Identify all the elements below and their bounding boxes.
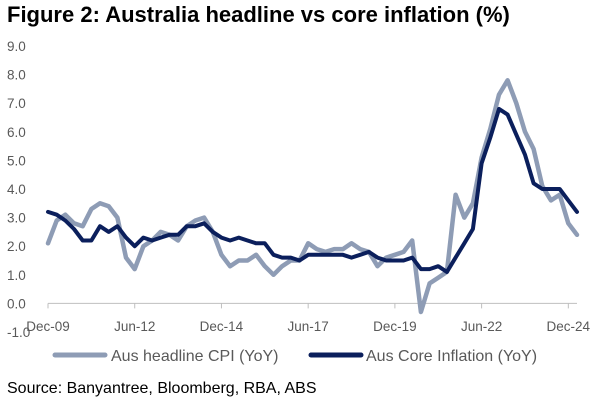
y-tick-label: 1.0 xyxy=(7,268,26,283)
y-tick-label: 9.0 xyxy=(7,39,26,54)
y-tick-label: 2.0 xyxy=(7,239,26,254)
line-chart: -1.0 0.0 1.0 2.0 3.0 4.0 5.0 6.0 7.0 8.0 9.0 Dec-0… xyxy=(7,39,591,365)
y-axis-ticks: -1.0 0.0 1.0 2.0 3.0 4.0 5.0 6.0 7.0 8.0 9.0 xyxy=(7,39,30,340)
source-note: Source: Banyantree, Bloomberg, RBA, ABS xyxy=(7,380,317,397)
headline-cpi-line xyxy=(45,78,580,315)
x-tick-label: Dec-14 xyxy=(200,319,244,334)
legend-label-headline-cpi: Aus headline CPI (YoY) xyxy=(111,348,279,365)
x-tick-label: Jun-17 xyxy=(288,319,329,334)
y-tick-label: 3.0 xyxy=(7,211,26,226)
x-tick-label: Dec-24 xyxy=(547,319,591,334)
x-tick-label: Dec-19 xyxy=(373,319,417,334)
x-tick-label: Jun-12 xyxy=(114,319,155,334)
x-axis-ticks: Dec-09 Jun-12 Dec-14 Jun-17 Dec-19 Jun-22 Dec-… xyxy=(26,303,591,334)
y-tick-label: -1.0 xyxy=(7,325,30,340)
y-tick-label: 0.0 xyxy=(7,296,26,311)
y-tick-label: 4.0 xyxy=(7,182,26,197)
x-tick-label: Dec-09 xyxy=(26,319,70,334)
legend: Aus headline CPI (YoY) Aus Core Inflatio… xyxy=(52,348,537,365)
y-tick-label: 8.0 xyxy=(7,68,26,83)
chart-title: Figure 2: Australia headline vs core inf… xyxy=(7,2,510,27)
y-tick-label: 7.0 xyxy=(7,96,26,111)
series-lines xyxy=(45,78,580,315)
x-tick-label: Jun-22 xyxy=(461,319,502,334)
core-inflation-line xyxy=(46,106,579,274)
y-tick-label: 5.0 xyxy=(7,153,26,168)
legend-label-core-inflation: Aus Core Inflation (YoY) xyxy=(366,348,537,365)
y-tick-label: 6.0 xyxy=(7,125,26,140)
